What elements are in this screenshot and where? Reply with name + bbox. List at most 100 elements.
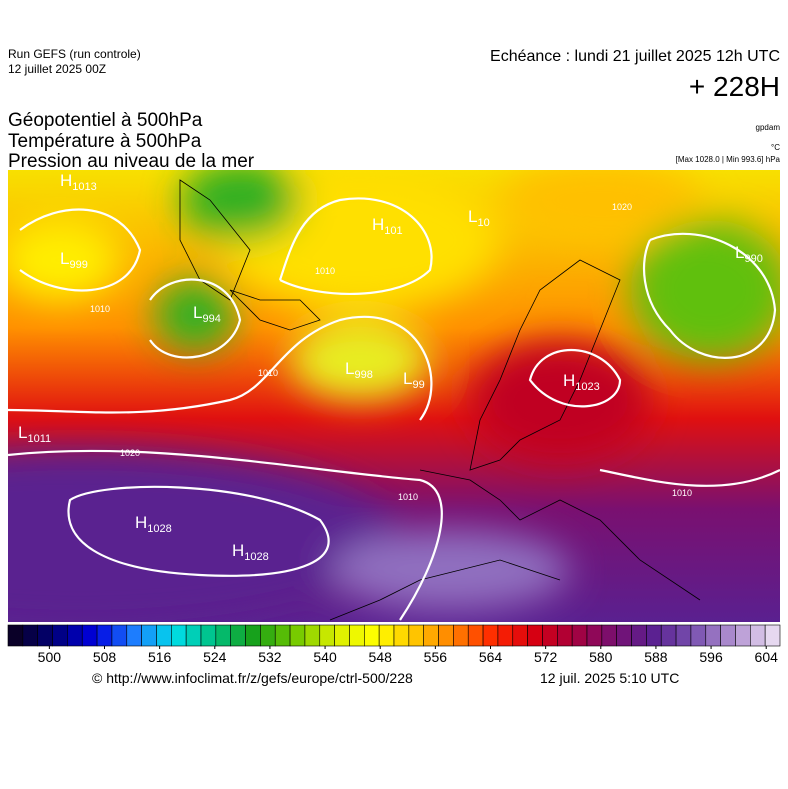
colorbar-tick-label: 516 bbox=[148, 649, 172, 665]
colorbar-tick-label: 508 bbox=[93, 649, 117, 665]
color-swatch bbox=[141, 624, 157, 647]
color-swatch bbox=[67, 624, 83, 647]
generated-time: 12 juil. 2025 5:10 UTC bbox=[540, 670, 679, 686]
color-swatch bbox=[230, 624, 246, 647]
color-swatch bbox=[260, 624, 276, 647]
color-swatch bbox=[497, 624, 514, 647]
color-swatch bbox=[289, 624, 306, 647]
isobar-label: 1010 bbox=[672, 488, 692, 498]
color-swatch bbox=[735, 624, 751, 647]
isobar-label: 1010 bbox=[315, 266, 335, 276]
center-value: 994 bbox=[202, 313, 220, 325]
pressure-center: L994 bbox=[193, 303, 221, 325]
center-value: 10 bbox=[477, 217, 489, 229]
center-kind: L bbox=[18, 423, 27, 442]
color-swatch bbox=[438, 624, 454, 647]
center-kind: L bbox=[60, 249, 69, 268]
colorbar-tick-label: 588 bbox=[644, 649, 668, 665]
isobar-label: 1010 bbox=[90, 304, 110, 314]
color-swatch bbox=[22, 624, 38, 647]
color-swatch bbox=[319, 624, 335, 647]
pressure-center: H1013 bbox=[60, 171, 97, 193]
color-swatch bbox=[378, 624, 395, 647]
color-swatch bbox=[274, 624, 291, 647]
color-swatch bbox=[646, 624, 662, 647]
center-value: 99 bbox=[412, 379, 424, 391]
color-swatch bbox=[660, 624, 677, 647]
isobar-label: 1020 bbox=[612, 202, 632, 212]
color-swatch bbox=[467, 624, 484, 647]
color-swatch bbox=[81, 624, 98, 647]
color-swatch bbox=[37, 624, 53, 647]
isobar-label: 1020 bbox=[120, 448, 140, 458]
color-swatch bbox=[557, 624, 573, 647]
center-value: 1013 bbox=[72, 181, 96, 193]
colorbar-tick-label: 556 bbox=[424, 649, 448, 665]
center-value: 990 bbox=[744, 253, 762, 265]
pressure-center: L99 bbox=[403, 369, 425, 391]
colorbar-tick-label: 532 bbox=[258, 649, 282, 665]
color-swatch bbox=[185, 624, 202, 647]
pressure-center: H1028 bbox=[232, 541, 269, 563]
color-swatch bbox=[111, 624, 128, 647]
lead-time: + 228H bbox=[689, 71, 780, 102]
center-value: 998 bbox=[354, 369, 372, 381]
color-swatch bbox=[304, 624, 321, 647]
colorbar-tick-label: 500 bbox=[38, 649, 62, 665]
center-value: 1023 bbox=[575, 381, 599, 393]
colorbar-tick-label: 580 bbox=[589, 649, 613, 665]
color-swatch bbox=[512, 624, 528, 647]
center-kind: L bbox=[735, 243, 744, 262]
color-swatch bbox=[423, 624, 439, 647]
color-swatch bbox=[245, 624, 261, 647]
color-swatch bbox=[96, 624, 113, 647]
color-swatch bbox=[52, 624, 68, 647]
color-swatch bbox=[571, 624, 588, 647]
color-swatch bbox=[616, 624, 632, 647]
unit: [Max 1028.0 | Min 993.6] hPa bbox=[676, 155, 781, 164]
pressure-center: H1028 bbox=[135, 513, 172, 535]
unit: °C bbox=[771, 143, 780, 152]
color-swatch bbox=[586, 624, 603, 647]
source-url: © http://www.infoclimat.fr/z/gefs/europe… bbox=[92, 670, 413, 686]
color-swatch bbox=[720, 624, 736, 647]
field: Géopotentiel à 500hPa bbox=[8, 110, 203, 131]
center-kind: L bbox=[403, 369, 412, 388]
color-swatch bbox=[764, 624, 781, 647]
center-kind: H bbox=[232, 541, 244, 560]
color-swatch bbox=[601, 624, 617, 647]
color-swatch bbox=[126, 624, 142, 647]
colorbar-tick-label: 548 bbox=[369, 649, 393, 665]
color-swatch bbox=[200, 624, 217, 647]
colorbar-tick-label: 572 bbox=[534, 649, 558, 665]
center-kind: H bbox=[135, 513, 147, 532]
color-swatch bbox=[408, 624, 424, 647]
center-value: 1028 bbox=[147, 523, 171, 535]
run: Run GEFS (run controle) bbox=[8, 47, 141, 61]
color-swatch bbox=[690, 624, 707, 647]
pressure-center: L1011 bbox=[18, 423, 51, 445]
valid-time: Echéance : lundi 21 juillet 2025 12h UTC bbox=[490, 48, 780, 65]
color-swatch bbox=[171, 624, 187, 647]
colorbar-tick-label: 524 bbox=[203, 649, 227, 665]
color-swatch bbox=[364, 624, 380, 647]
isobar-label: 1010 bbox=[398, 492, 418, 502]
color-swatch bbox=[482, 624, 499, 647]
color-swatch bbox=[631, 624, 647, 647]
pressure-center: H101 bbox=[372, 215, 403, 237]
colorbar-tick-label: 596 bbox=[699, 649, 723, 665]
color-swatch bbox=[215, 624, 231, 647]
colorbar-tick-label: 604 bbox=[755, 649, 779, 665]
color-swatch bbox=[453, 624, 469, 647]
color-swatch bbox=[542, 624, 558, 647]
center-value: 1011 bbox=[27, 433, 51, 445]
center-kind: H bbox=[372, 215, 384, 234]
field: Pression au niveau de la mer bbox=[8, 151, 255, 172]
color-swatch bbox=[393, 624, 410, 647]
pressure-center: L990 bbox=[735, 243, 763, 265]
color-swatch bbox=[705, 624, 721, 647]
center-value: 101 bbox=[384, 225, 402, 237]
center-kind: H bbox=[60, 171, 72, 190]
